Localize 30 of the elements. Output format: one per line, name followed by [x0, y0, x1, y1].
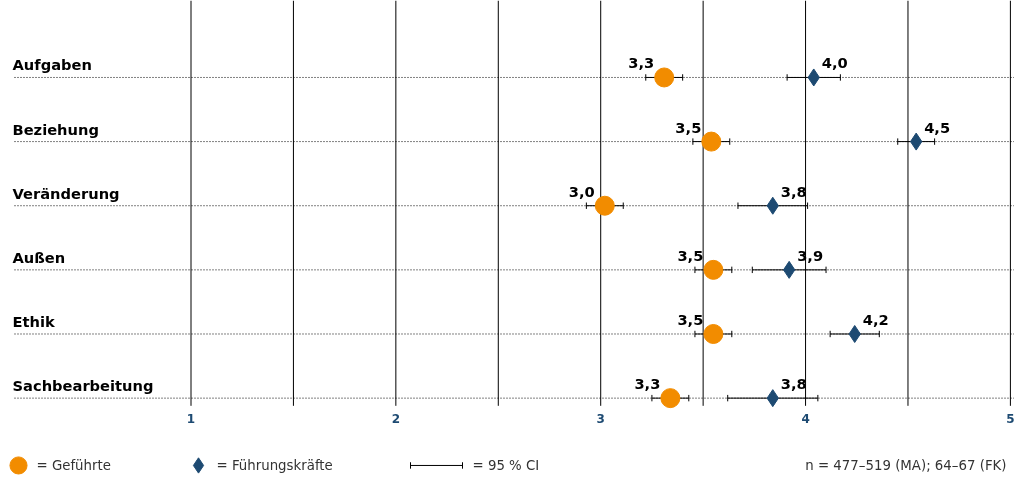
text: = 95 % CI — [472, 457, 540, 473]
point — [703, 324, 724, 344]
x-tick-label: 3 — [596, 412, 605, 427]
x-tick-label: 4 — [801, 412, 810, 427]
data-label: 3,3 — [628, 54, 655, 72]
x-tick-label: 2 — [391, 412, 401, 427]
data-label: 3,5 — [677, 310, 704, 328]
data-label: 3,5 — [675, 118, 702, 136]
x-tick-label: 5 — [1006, 412, 1014, 427]
data-label: 4,5 — [924, 118, 951, 136]
text: n = 477–519 (MA); 64–67 (FK) — [805, 457, 1007, 473]
y-tick-label: Sachbearbeitung — [12, 377, 154, 395]
data-label: 3,5 — [677, 246, 704, 264]
legend-label: = Geführte — [36, 457, 111, 473]
data-label: 3,0 — [568, 182, 595, 200]
data-label: 3,3 — [634, 375, 661, 393]
y-tick-label: Veränderung — [12, 184, 120, 202]
y-tick-label: Ethik — [12, 312, 56, 330]
point — [701, 131, 722, 152]
point — [594, 195, 615, 216]
y-tick-label: Beziehung — [12, 120, 99, 138]
point — [660, 388, 681, 409]
legend-label: = Führungskräfte — [216, 457, 333, 473]
data-label: 4,0 — [821, 54, 848, 72]
x-tick-label: 1 — [186, 412, 196, 427]
y-tick-label: Außen — [12, 248, 66, 266]
point — [703, 259, 724, 280]
data-label: 4,2 — [862, 310, 889, 328]
point — [654, 67, 675, 88]
y-tick-label: Aufgaben — [12, 56, 92, 74]
